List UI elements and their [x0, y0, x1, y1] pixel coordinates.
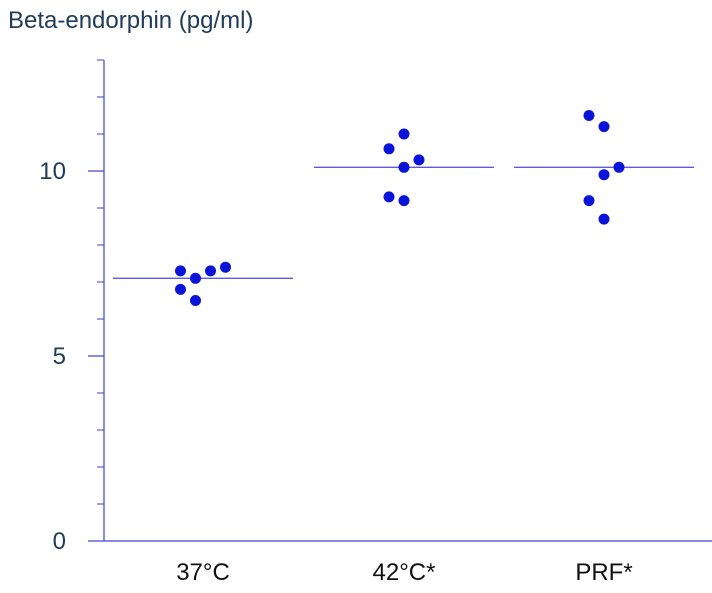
tick-labels: 0 5 10 37°C 42°C* PRF*: [39, 158, 632, 586]
data-point: [398, 161, 410, 173]
data-point: [383, 191, 395, 203]
data-point: [598, 169, 610, 181]
y-tick-label: 10: [39, 158, 66, 185]
data-point: [175, 283, 186, 295]
data-point: [583, 110, 595, 121]
data-point: [205, 265, 216, 277]
data-point: [190, 272, 201, 284]
axes: [88, 59, 712, 542]
x-category-label: PRF*: [575, 559, 632, 586]
data-point: [190, 295, 201, 306]
data-point: [583, 195, 595, 207]
x-category-label: 37°C: [176, 559, 230, 586]
data-points: [175, 110, 625, 306]
data-point: [398, 128, 410, 140]
data-point: [383, 143, 395, 155]
data-point: [175, 265, 186, 277]
data-point: [413, 154, 425, 166]
y-tick-label: 5: [53, 343, 66, 370]
x-category-label: 42°C*: [373, 559, 436, 586]
data-point: [613, 161, 625, 173]
data-point: [220, 261, 231, 273]
data-point: [398, 195, 410, 207]
data-point: [598, 121, 610, 133]
y-axis-label: Beta-endorphin (pg/ml): [8, 7, 253, 34]
y-tick-label: 0: [53, 528, 66, 555]
data-point: [598, 213, 610, 225]
